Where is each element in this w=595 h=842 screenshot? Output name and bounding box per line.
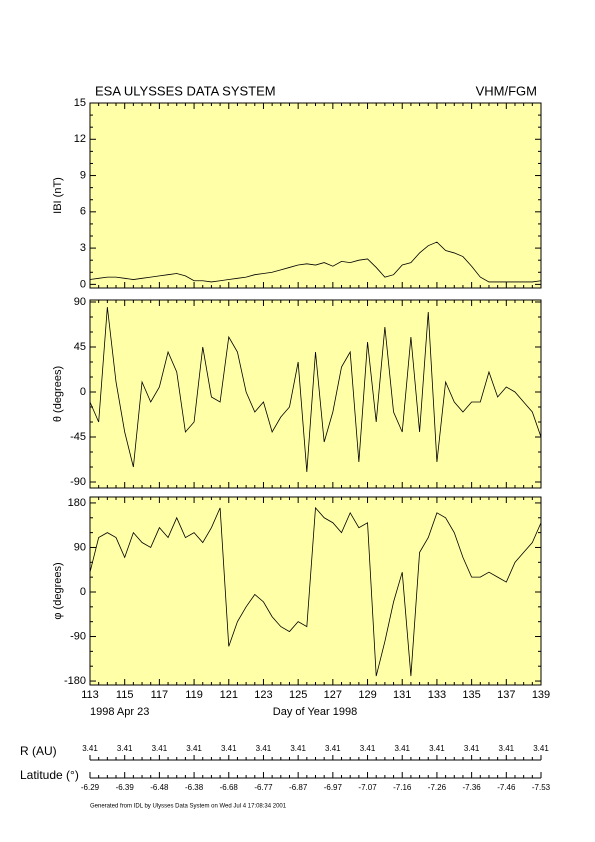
latitude-value: -6.97 [324, 783, 343, 792]
r-value: 3.41 [394, 744, 410, 753]
x-tick-label: 137 [497, 689, 515, 701]
r-value: 3.41 [360, 744, 376, 753]
latitude-value: -6.87 [289, 783, 308, 792]
latitude-value: -7.53 [532, 783, 551, 792]
r-value: 3.41 [499, 744, 515, 753]
r-value: 3.41 [290, 744, 306, 753]
latitude-value: -6.29 [81, 783, 100, 792]
latitude-value: -7.07 [358, 783, 377, 792]
x-tick-label: 129 [358, 689, 376, 701]
x-tick-label: 133 [428, 689, 446, 701]
latitude-value: -7.46 [497, 783, 516, 792]
latitude-value: -6.48 [150, 783, 169, 792]
x-tick-label: 121 [220, 689, 238, 701]
x-tick-label: 139 [532, 689, 550, 701]
y-tick-label: 6 [80, 206, 86, 218]
r-value: 3.41 [464, 744, 480, 753]
y-axis-label: φ (degrees) [52, 562, 64, 619]
r-label: R (AU) [20, 744, 57, 758]
x-tick-label: 113 [81, 689, 99, 701]
y-tick-label: 15 [74, 97, 86, 109]
r-value: 3.41 [186, 744, 202, 753]
data-line [89, 241, 542, 283]
y-tick-label: 90 [74, 541, 86, 553]
x-tick-label: 119 [185, 689, 203, 701]
y-tick-label: -180 [64, 675, 86, 687]
data-line [89, 506, 542, 677]
x-tick-label: 123 [254, 689, 272, 701]
instrument: VHM/FGM [476, 83, 537, 98]
x-axis-label: Day of Year 1998 [273, 706, 357, 718]
data-line [89, 306, 542, 473]
latitude-value: -6.68 [220, 783, 239, 792]
latitude-value: -7.26 [428, 783, 447, 792]
r-value: 3.41 [152, 744, 168, 753]
x-tick-label: 117 [151, 689, 169, 701]
y-axis-label: θ (degrees) [52, 366, 64, 422]
y-tick-label: 0 [80, 278, 86, 290]
plot-frame [89, 496, 542, 686]
y-tick-label: -90 [70, 630, 86, 642]
x-tick-label: 115 [116, 689, 134, 701]
x-tick-label: 135 [462, 689, 480, 701]
latitude-value: -6.38 [185, 783, 204, 792]
r-value: 3.41 [325, 744, 341, 753]
y-tick-label: 180 [68, 497, 86, 509]
latitude-value: -6.39 [116, 783, 135, 792]
x-tick-label: 131 [393, 689, 411, 701]
y-tick-label: -45 [70, 431, 86, 443]
r-value: 3.41 [82, 744, 98, 753]
y-tick-label: 0 [80, 586, 86, 598]
y-tick-label: 45 [74, 341, 86, 353]
r-value: 3.41 [117, 744, 133, 753]
r-value: 3.41 [256, 744, 272, 753]
y-tick-label: 3 [80, 242, 86, 254]
plot-frame [89, 102, 542, 289]
y-tick-label: -90 [70, 476, 86, 488]
x-tick-label: 127 [324, 689, 342, 701]
y-tick-label: 90 [74, 296, 86, 308]
x-tick-label: 125 [289, 689, 307, 701]
latitude-value: -7.16 [393, 783, 412, 792]
footer: Generated from IDL by Ulysses Data Syste… [90, 804, 287, 810]
start-date: 1998 Apr 23 [90, 706, 149, 718]
y-tick-label: 9 [80, 169, 86, 181]
latitude-label: Latitude (°) [20, 768, 79, 782]
latitude-value: -6.77 [254, 783, 273, 792]
r-value: 3.41 [533, 744, 549, 753]
y-axis-label: IBI (nT) [52, 177, 64, 214]
title: ESA ULYSSES DATA SYSTEM [95, 83, 276, 98]
r-value: 3.41 [221, 744, 237, 753]
y-tick-label: 12 [74, 133, 86, 145]
latitude-value: -7.36 [462, 783, 481, 792]
y-tick-label: 0 [80, 386, 86, 398]
plot-frame [89, 299, 542, 489]
r-value: 3.41 [429, 744, 445, 753]
